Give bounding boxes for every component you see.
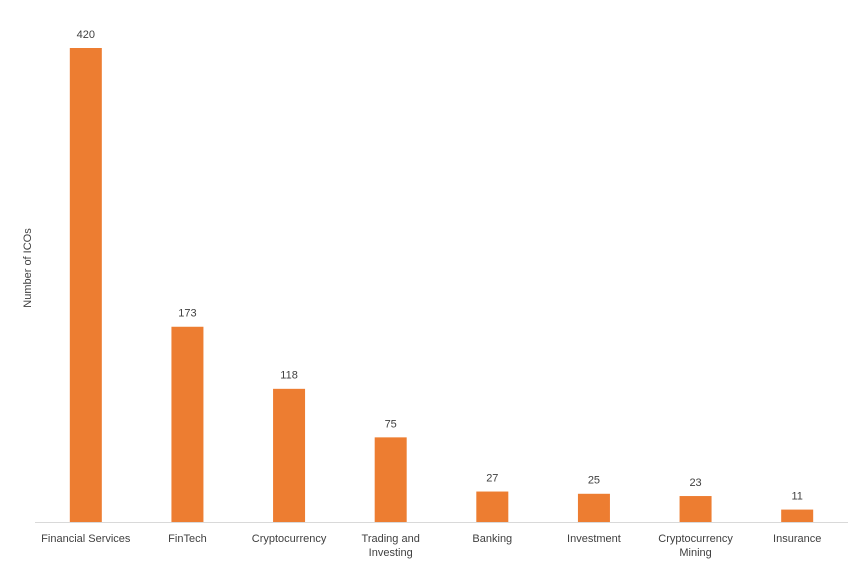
data-label: 75 [385, 418, 397, 430]
bar [679, 496, 712, 522]
x-tick-label: FinTech [168, 533, 207, 545]
x-tick-label: Banking [472, 533, 513, 545]
bar [171, 326, 204, 522]
data-label: 11 [791, 490, 802, 502]
bar [781, 509, 814, 522]
x-tick-label: Insurance [773, 533, 822, 545]
bar [577, 493, 610, 522]
data-label: 118 [280, 370, 298, 382]
data-label: 23 [689, 477, 701, 489]
x-tick-label: Financial Services [41, 533, 131, 545]
data-label: 27 [486, 472, 498, 484]
bar [374, 437, 407, 522]
x-tick-label: Trading and Investing [361, 533, 420, 559]
bar [273, 388, 306, 522]
bar [69, 48, 102, 522]
x-tick-label: Investment [567, 533, 621, 545]
x-tick-label: Cryptocurrency [251, 533, 327, 545]
data-label: 25 [588, 475, 600, 487]
y-axis-label: Number of ICOs [22, 228, 34, 308]
data-label: 420 [77, 29, 95, 41]
bar [476, 491, 509, 522]
data-label: 173 [178, 308, 196, 320]
x-tick-label: Cryptocurrency Mining [658, 533, 733, 559]
